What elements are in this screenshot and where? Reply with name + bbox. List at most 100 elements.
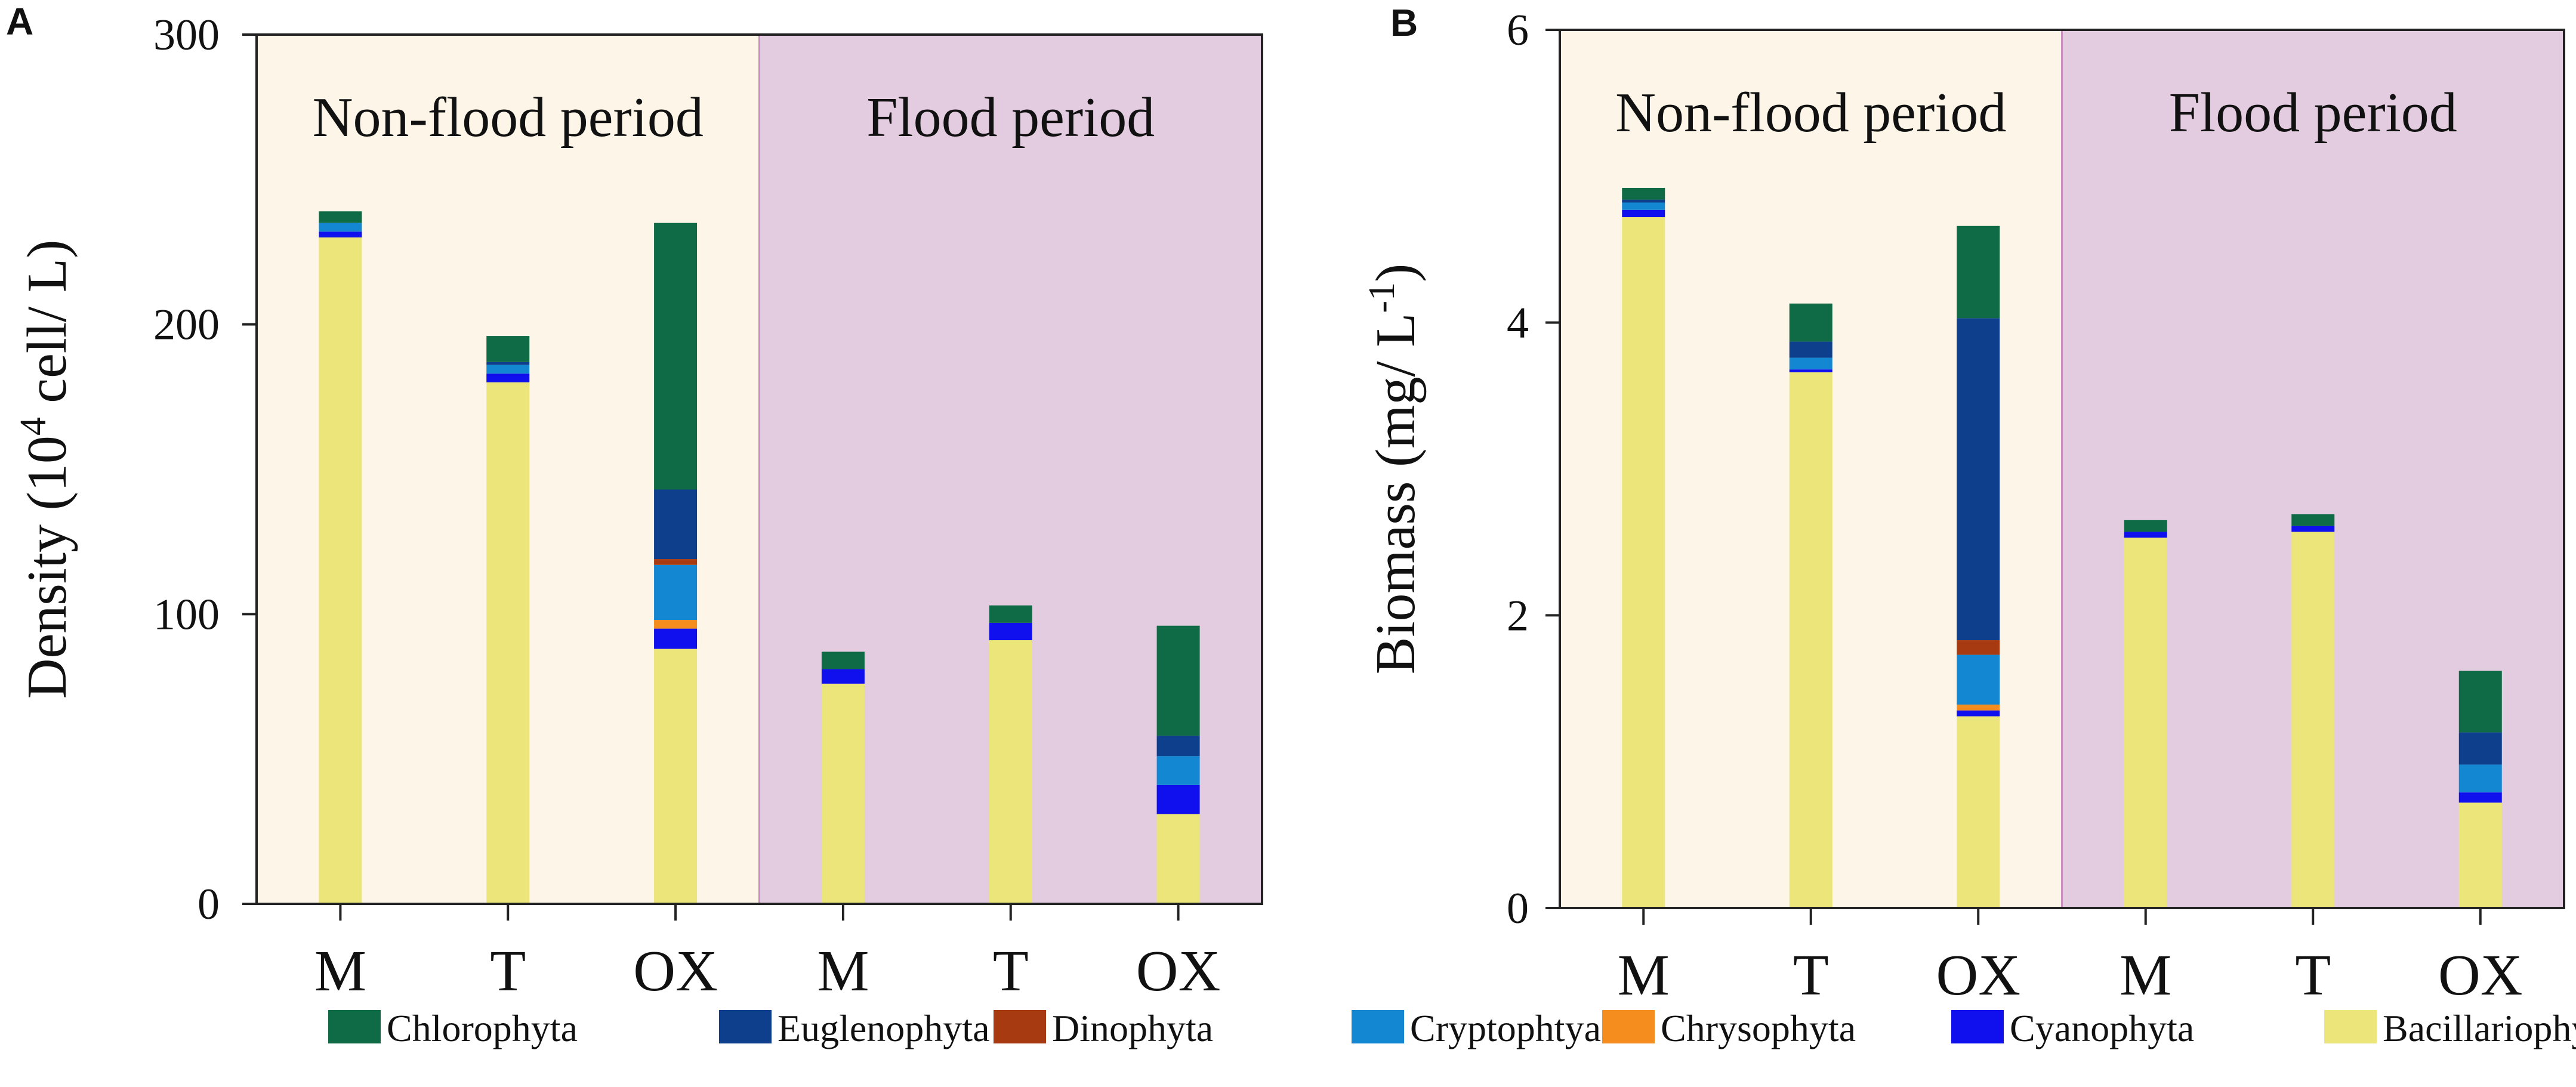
legend-label-cryptophtya: Cryptophtya [1410,1007,1601,1049]
legend-label-bacillariophyta: Bacillariophyta [2383,1007,2576,1049]
panel-b-frame [1559,29,2565,909]
panel-a-bar-5-cyanophyta [989,622,1032,641]
panel-a-bar-6-euglenophyta [1156,736,1200,756]
panel-a-bar-3-bacillariophyta [654,649,698,904]
panel-a-period-label-flood-period: Flood period [866,87,1155,149]
panel-a-xtick-label-4-m: M [817,939,869,1003]
legend-label-chrysophyta: Chrysophyta [1661,1007,1856,1049]
panel-b-ylabel: Biomass (mg/ L-1) [1362,264,1427,675]
panel-a-ytick-label-200: 200 [153,301,220,350]
legend-label-chlorophyta: Chlorophyta [387,1007,578,1049]
panel-a-xtick-label-6-ox: OX [1136,939,1221,1003]
panel-b-bar-1-bacillariophyta [1622,217,1665,909]
panel-a-bar-6-chlorophyta [1156,625,1200,736]
panel-b-ytick-label-2: 2 [1507,591,1529,640]
panel-a-ylabel: Density (104 cell/ L) [13,240,78,699]
panel-b-xtick-label-1-m: M [1618,943,1670,1008]
panel-a-bar-3-chrysophyta [654,620,698,629]
panel-b-letter: B [1390,1,1418,44]
panel-b-ytick-label-0: 0 [1507,884,1529,933]
panel-a-bar-5-chlorophyta [989,605,1032,623]
panel-a-bar-1-cyanophyta [319,231,362,237]
panel-a-bar-2-chlorophyta [486,336,530,362]
panel-a-ytick-label-300: 300 [153,11,220,60]
panel-b-bar-3-dinophyta [1957,640,2000,655]
panel-a-bar-5-bacillariophyta [989,640,1032,904]
panel-a-xtick-label-1-m: M [314,939,366,1003]
panel-a-bar-2-cryptophtya [486,365,530,374]
panel-b-ylabel-superscript: -1 [1362,282,1402,313]
panel-b-bar-1-euglenophyta [1622,199,1665,203]
legend: Chlorophyta Euglenophyta Dinophyta Cryptoph… [328,1007,2576,1049]
panel-b-xtick-label-3-ox: OX [1936,943,2020,1008]
panel-a-bar-4-chlorophyta [821,651,865,669]
panel-a-frame [255,33,1263,905]
legend-swatch-euglenophyta [719,1010,772,1043]
panel-b-bar-4-bacillariophyta [2124,538,2167,908]
legend-label-cyanophyta: Cyanophyta [2010,1007,2194,1049]
panel-b-xtick-label-5-t: T [2295,943,2331,1008]
panel-b-xtick-label-4-m: M [2120,943,2171,1008]
panel-a-bar-1-bacillariophyta [319,237,362,904]
panel-a-bar-6-cyanophyta [1156,785,1200,814]
panel-b-bar-2-cryptophtya [1789,357,1832,370]
panel-b-bar-4-chlorophyta [2124,520,2167,532]
panel-b-xtick-label-2-t: T [1793,943,1829,1008]
panel-a-bar-2-euglenophyta [486,362,530,365]
panel-a-bar-3-chlorophyta [654,223,698,490]
panel-b-bar-1-cryptophtya [1622,202,1665,210]
panel-b-bar-3-bacillariophyta [1957,716,2000,908]
legend-swatch-cyanophyta [1951,1010,2004,1043]
panel-b-bar-3-chlorophyta [1957,226,2000,319]
panel-a-ytick-label-100: 100 [153,590,220,639]
panel-a-bar-3-euglenophyta [654,489,698,560]
panel-a-bar-2-bacillariophyta [486,382,530,904]
panel-b-bar-5-chlorophyta [2291,514,2335,526]
panel-b-bar-6-cryptophtya [2458,764,2502,793]
panel-a-bar-4-cyanophyta [821,669,865,684]
panel-a-bar-6-cryptophtya [1156,756,1200,785]
panel-b-bar-5-cyanophyta [2291,526,2335,532]
panel-b-bar-6-chlorophyta [2458,671,2502,733]
panel-b-period-label-non-flood-period: Non-flood period [1615,82,2006,144]
panel-b-bar-6-cyanophyta [2458,792,2502,803]
panel-a-ytick-label-0: 0 [198,880,220,929]
legend-swatch-bacillariophyta [2324,1010,2377,1043]
panel-b-bar-2-chlorophyta [1789,303,1832,342]
legend-swatch-chrysophyta [1602,1010,1655,1043]
legend-swatch-cryptophtya [1352,1010,1404,1043]
panel-b-bar-2-cyanophyta [1789,369,1832,373]
panel-a-period-label-non-flood-period: Non-flood period [313,87,704,149]
panel-b-bar-6-euglenophyta [2458,732,2502,765]
panel-a-bar-1-cryptophtya [319,223,362,232]
panel-a-bar-4-bacillariophyta [821,683,865,904]
panel-b-bar-4-cyanophyta [2124,532,2167,538]
panel-a-bar-6-bacillariophyta [1156,814,1200,904]
panel-b-bar-3-cryptophtya [1957,654,2000,705]
legend-swatch-dinophyta [994,1010,1046,1043]
panel-b-bar-6-bacillariophyta [2458,802,2502,908]
panel-b-bar-3-cyanophyta [1957,710,2000,717]
panel-b-bar-5-bacillariophyta [2291,532,2335,908]
panel-b-bar-2-bacillariophyta [1789,372,1832,908]
panel-b-bar-1-chlorophyta [1622,187,1665,200]
panel-b-bar-2-euglenophyta [1789,341,1832,358]
panel-a-bar-3-cryptophtya [654,564,698,620]
panel-b-ytick-label-4: 4 [1507,299,1529,348]
panel-b-xtick-label-6-ox: OX [2438,943,2523,1008]
panel-a-xtick-label-2-t: T [490,939,526,1003]
panel-a-bar-3-cyanophyta [654,628,698,649]
panel-a-ylabel-superscript: 4 [13,417,54,436]
panel-a-bar-2-cyanophyta [486,373,530,382]
panel-a-xtick-label-3-ox: OX [633,939,718,1003]
panel-a-xtick-label-5-t: T [993,939,1029,1003]
legend-swatch-chlorophyta [328,1010,381,1043]
panel-b-bar-1-cyanophyta [1622,209,1665,218]
panel-b-ytick-label-6: 6 [1507,6,1529,55]
legend-label-dinophyta: Dinophyta [1052,1007,1213,1049]
panel-b-period-label-flood-period: Flood period [2169,82,2457,144]
panel-b-bar-3-euglenophyta [1957,318,2000,641]
panel-b: Non-flood period Flood period 0 2 4 6 M T OX M T OX… [1362,1,2565,1008]
panel-a-bar-1-chlorophyta [319,211,362,223]
